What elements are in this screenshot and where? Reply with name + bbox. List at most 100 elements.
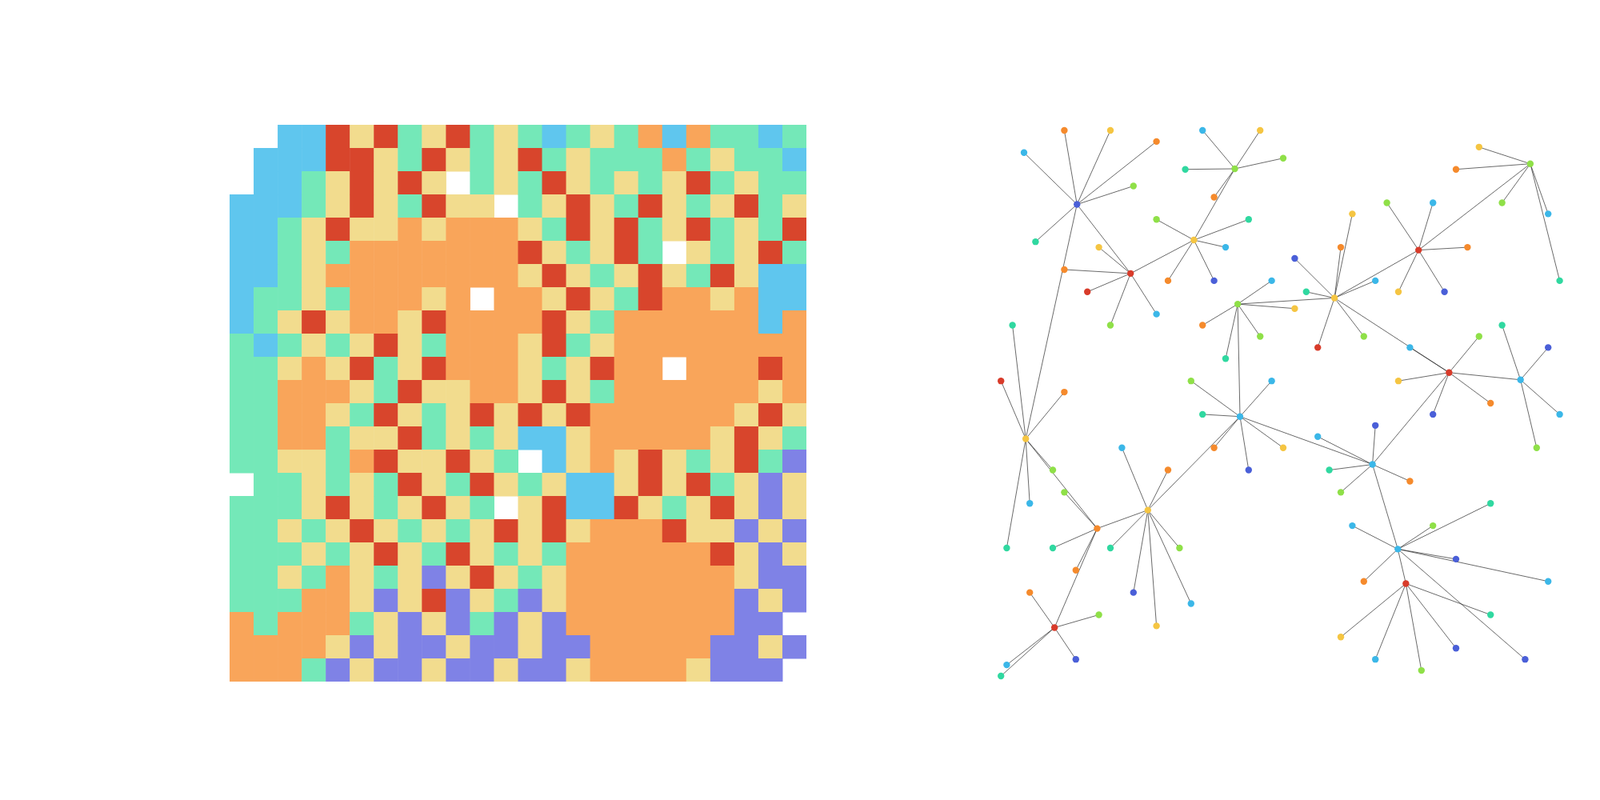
cell	[301, 426, 327, 451]
node	[1337, 244, 1344, 251]
cell	[710, 472, 736, 497]
edge	[1214, 416, 1240, 448]
cell	[614, 588, 640, 613]
cell	[229, 658, 255, 682]
cell	[662, 612, 688, 636]
cell	[349, 264, 375, 288]
edge	[1110, 273, 1131, 326]
cell	[469, 403, 495, 428]
cell	[614, 194, 640, 219]
cell	[493, 612, 519, 636]
cell	[325, 194, 351, 219]
cell	[253, 403, 279, 428]
cell	[518, 264, 544, 288]
cell	[445, 264, 471, 288]
cell	[638, 565, 664, 590]
cell	[614, 171, 640, 196]
node	[1152, 216, 1160, 223]
cell	[662, 171, 688, 196]
node	[1395, 377, 1402, 384]
cell	[445, 240, 471, 265]
edge	[1025, 439, 1097, 529]
cell	[445, 472, 471, 497]
node	[1060, 388, 1068, 396]
edge	[1087, 273, 1131, 292]
node	[1372, 422, 1379, 429]
node	[1049, 544, 1056, 552]
cell	[301, 240, 327, 265]
node	[1072, 567, 1080, 574]
cell	[301, 588, 327, 613]
cell	[542, 310, 568, 335]
cell	[710, 635, 736, 660]
cell	[518, 426, 544, 451]
cell	[397, 472, 423, 497]
cell	[445, 148, 471, 172]
plot-area	[997, 127, 1564, 680]
cell	[782, 287, 807, 312]
cell	[253, 287, 279, 312]
edge	[1237, 304, 1240, 417]
edge	[1448, 372, 1520, 380]
edge	[1202, 414, 1240, 417]
cell	[758, 658, 784, 682]
cell	[758, 519, 784, 544]
cell	[469, 240, 495, 265]
cell	[590, 287, 616, 312]
cell	[397, 356, 423, 381]
cell	[253, 588, 279, 613]
node	[1199, 411, 1206, 418]
cell	[710, 124, 736, 149]
cell	[734, 565, 760, 590]
edge	[1397, 548, 1456, 560]
edge	[1372, 464, 1399, 550]
node	[1107, 544, 1114, 552]
cell	[493, 449, 519, 474]
cell	[325, 356, 351, 381]
cell	[542, 658, 568, 682]
edge	[1530, 164, 1560, 281]
cell	[686, 356, 712, 381]
cell	[518, 542, 544, 567]
cell	[445, 310, 471, 335]
edge	[1025, 439, 1030, 504]
node	[1256, 332, 1264, 340]
node	[1544, 578, 1552, 585]
cell	[518, 356, 544, 381]
node	[1383, 199, 1390, 206]
cell	[349, 124, 375, 149]
edge	[1156, 219, 1195, 240]
node	[1291, 255, 1298, 262]
cell	[638, 264, 664, 288]
cell	[373, 542, 399, 567]
cell	[566, 658, 592, 682]
edge	[1237, 304, 1260, 336]
cell	[734, 403, 760, 428]
cell	[734, 496, 760, 520]
cell	[493, 403, 519, 428]
cell	[758, 449, 784, 474]
cell	[734, 380, 760, 404]
cell	[445, 333, 471, 358]
edge	[1006, 627, 1055, 665]
cell	[421, 449, 447, 474]
cell	[638, 287, 664, 312]
cell	[469, 356, 495, 381]
cell	[373, 310, 399, 335]
cell	[493, 240, 519, 265]
cell	[301, 333, 327, 358]
cell	[590, 449, 616, 474]
cell	[397, 124, 423, 149]
node	[1072, 656, 1080, 663]
edge	[1064, 130, 1077, 205]
cell	[469, 426, 495, 451]
node	[1452, 556, 1460, 563]
cell	[277, 426, 303, 451]
node	[1022, 435, 1029, 442]
cell	[277, 356, 303, 381]
cell	[301, 310, 327, 335]
cell	[734, 472, 760, 497]
cell	[421, 171, 447, 196]
cell	[301, 635, 327, 660]
cell	[253, 426, 279, 451]
